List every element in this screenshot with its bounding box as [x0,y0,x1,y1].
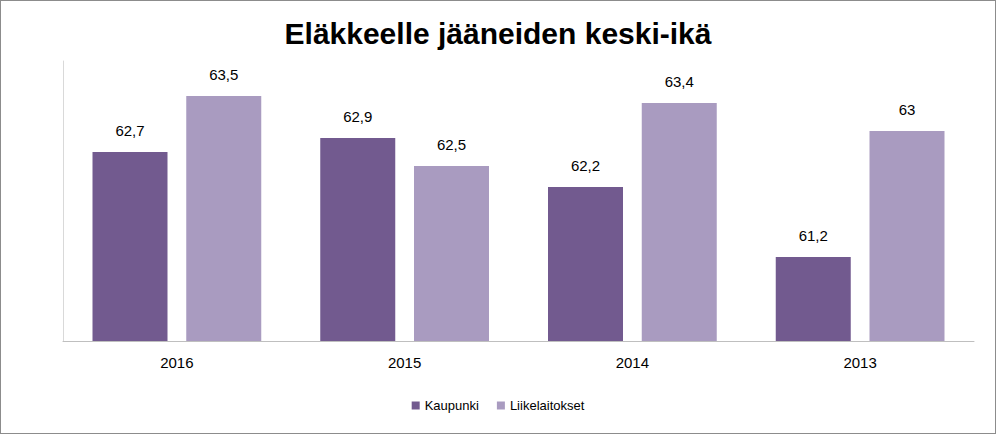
svg-text:62,5: 62,5 [437,136,466,153]
svg-text:2013: 2013 [843,354,876,371]
svg-text:Eläkkeelle jääneiden keski-ikä: Eläkkeelle jääneiden keski-ikä [285,17,712,50]
svg-text:Liikelaitokset: Liikelaitokset [510,398,585,413]
svg-text:2014: 2014 [616,354,649,371]
svg-text:2015: 2015 [388,354,421,371]
svg-text:63,5: 63,5 [209,66,238,83]
svg-text:61,2: 61,2 [799,227,828,244]
svg-text:2016: 2016 [160,354,193,371]
svg-text:63,4: 63,4 [665,73,694,90]
svg-text:63: 63 [899,101,916,118]
svg-text:62,2: 62,2 [571,157,600,174]
svg-text:Kaupunki: Kaupunki [425,398,479,413]
svg-text:62,7: 62,7 [115,122,144,139]
svg-text:62,9: 62,9 [343,108,372,125]
